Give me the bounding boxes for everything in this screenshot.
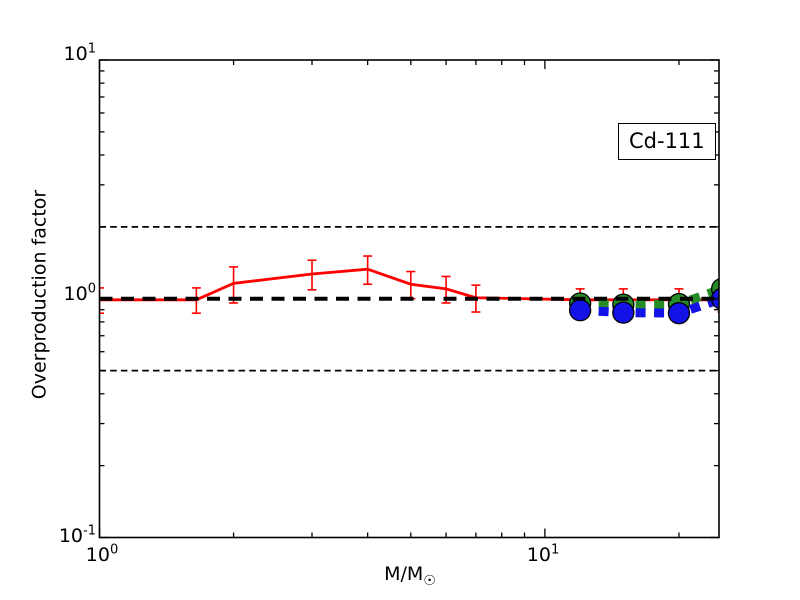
y-tick-base: 10 [58, 525, 84, 547]
y-tick-exp: 1 [87, 41, 96, 57]
x-tick-label-10e0: 100 [72, 544, 132, 567]
x-axis-label: M/M☉ [310, 562, 510, 589]
y-tick-label-10e-1: 10-1 [59, 525, 96, 548]
x-tick-base: 10 [85, 544, 110, 566]
y-tick-exp: -1 [83, 523, 96, 539]
x-tick-exp: 1 [550, 542, 560, 558]
x-tick-label-10e1: 101 [513, 544, 573, 567]
y-tick-label-10e1: 101 [64, 43, 96, 66]
y-tick-base: 10 [63, 43, 88, 65]
y-tick-label-10e0: 100 [64, 283, 96, 306]
y-tick-base: 10 [63, 283, 88, 305]
y-tick-exp: 0 [87, 281, 96, 297]
isotope-label-box: Cd-111 [618, 123, 716, 160]
x-tick-base: 10 [526, 544, 551, 566]
x-axis-label-text: M/M [384, 563, 424, 585]
y-axis-label: Overproduction factor [28, 189, 51, 400]
x-tick-exp: 0 [109, 542, 119, 558]
sun-symbol: ☉ [423, 573, 436, 589]
